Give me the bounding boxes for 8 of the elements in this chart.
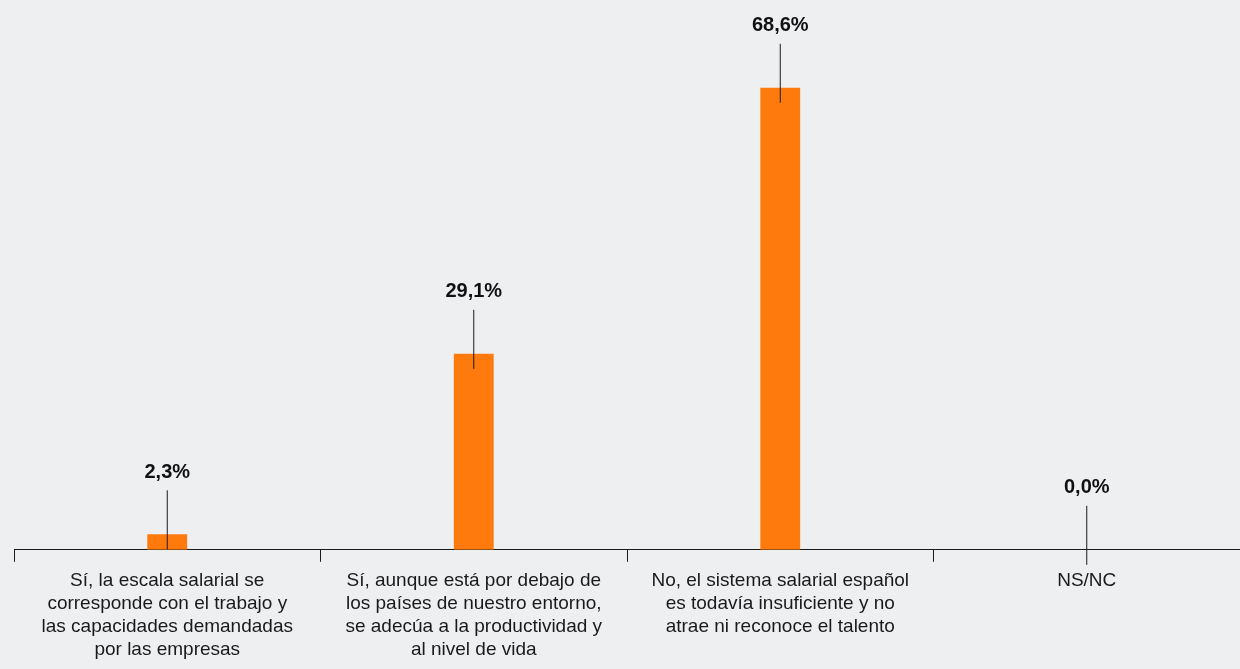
data-label: 29,1%	[445, 279, 503, 302]
x-tick-label: NS/NC	[1057, 569, 1117, 591]
x-tick-label: No, el sistema salarial español es todavía insuficiente y no atrae ni reconoce el talento	[651, 569, 910, 637]
data-label: 2,3%	[144, 459, 191, 482]
x-tick-label: Sí, la escala salarial se corresponde con el trabajo y las capacidades demandadas por las empresas	[41, 569, 293, 659]
data-label: 0,0%	[1063, 475, 1110, 498]
x-tick-label: Sí, aunque está por debajo de los países de nuestro entorno, se adecúa a la productividad y al nivel de vida	[345, 569, 603, 659]
data-label: 68,6%	[751, 13, 809, 36]
